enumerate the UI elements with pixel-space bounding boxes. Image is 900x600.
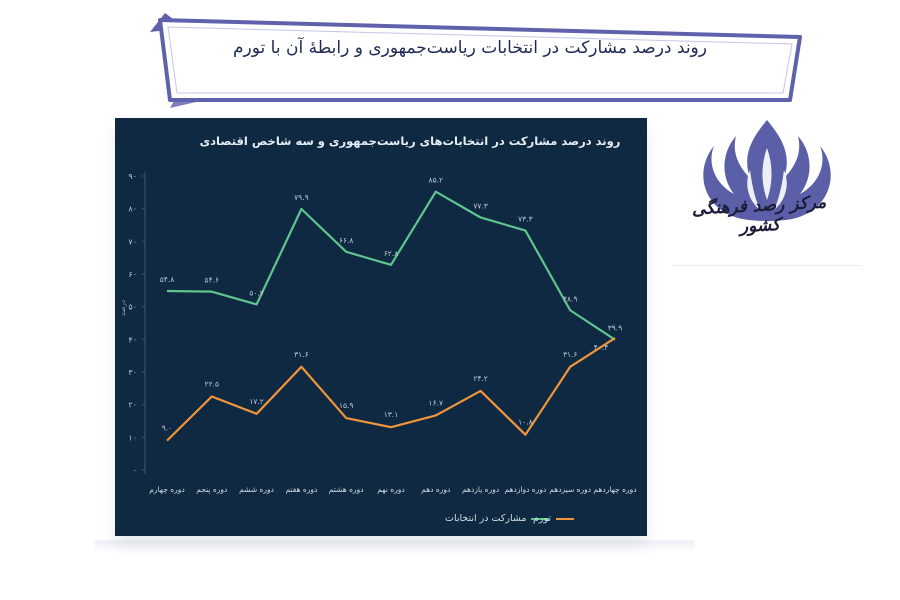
participation-data-label: ۷۳.۳: [518, 215, 532, 224]
y-tick-label: ۶۰: [128, 270, 137, 279]
legend-item-inflation: تورم: [533, 513, 575, 524]
logo-divider: [672, 265, 862, 266]
legend-swatch-participation: [531, 517, 550, 520]
participation-data-label: ۵۰.۷: [249, 288, 263, 297]
y-tick-label: ۲۰: [128, 401, 137, 410]
inflation-data-label: ۳۱.۶: [294, 350, 308, 359]
inflation-data-label: ۴۰.۴: [594, 343, 608, 352]
x-tick-label: دوره سیزدهم: [549, 485, 591, 494]
participation-data-label: ۷۷.۳: [473, 201, 487, 210]
x-tick-label: دوره دهم: [421, 485, 450, 494]
legend-label-inflation: تورم: [533, 513, 552, 524]
line-chart: ۰ ۱۰ ۲۰ ۳۰ ۴۰ ۵۰ ۶۰ ۷۰ ۸۰ ۹۰ درصد دوره چهارم دوره پن…: [119, 172, 637, 494]
y-tick-label: ۹۰: [128, 172, 137, 181]
inflation-data-label: ۲۲.۵: [205, 380, 219, 389]
y-tick-label: ۳۰: [128, 368, 137, 377]
participation-data-label: ۴۸.۹: [563, 294, 577, 303]
title-banner: [150, 13, 802, 108]
x-tick-label: دوره یازدهم: [462, 485, 499, 494]
inflation-data-label: ۹.۰: [162, 424, 172, 433]
y-tick-label: ۰: [133, 466, 137, 475]
inflation-line: [166, 337, 616, 442]
inflation-data-label: ۱۶.۷: [429, 398, 443, 407]
x-tick-label: دوره پنجم: [196, 485, 227, 494]
x-tick-label: دوره دوازدهم: [504, 485, 546, 494]
y-tick-label: ۸۰: [128, 205, 137, 214]
legend-item-participation: مشارکت در انتخابات: [445, 513, 550, 524]
x-tick-label: دوره هفتم: [285, 485, 317, 494]
participation-data-label: ۷۹.۹: [294, 193, 308, 202]
participation-data-label: ۶۶.۸: [339, 236, 353, 245]
inflation-data-label: ۱۰.۸: [518, 418, 532, 427]
chart-panel: ۰ ۱۰ ۲۰ ۳۰ ۴۰ ۵۰ ۶۰ ۷۰ ۸۰ ۹۰ درصد دوره چهارم دوره پن…: [115, 118, 647, 536]
y-tick-label: ۷۰: [128, 237, 137, 246]
x-tick-label: دوره چهاردهم: [593, 485, 636, 494]
banner-title: روند درصد مشارکت در انتخابات ریاست‌جمهور…: [233, 38, 707, 58]
y-tick-label: ۱۰: [128, 433, 137, 442]
participation-data-label: ۶۲.۸: [384, 249, 398, 258]
legend-label-participation: مشارکت در انتخابات: [445, 513, 527, 524]
legend-swatch-inflation: [556, 517, 575, 520]
y-tick-label: ۵۰: [128, 303, 137, 312]
y-tick-label: ۴۰: [128, 335, 137, 344]
logo-flame-icon: [703, 120, 831, 221]
participation-data-label: ۵۴.۶: [205, 276, 219, 285]
x-tick-label: دوره چهارم: [149, 485, 185, 494]
panel-shadow: [95, 540, 695, 552]
x-tick-label: دوره ششم: [239, 485, 274, 494]
inflation-data-label: ۱۳.۱: [384, 410, 398, 419]
inflation-data-label: ۱۷.۲: [249, 397, 263, 406]
inflation-data-label: ۲۴.۲: [473, 374, 487, 383]
inflation-data-label: ۱۵.۹: [339, 401, 353, 410]
chart-title: روند درصد مشارکت در انتخابات‌های ریاست‌ج…: [199, 134, 621, 148]
y-axis-label: درصد: [119, 300, 127, 316]
participation-line: [166, 190, 616, 341]
participation-data-label: ۵۴.۸: [160, 275, 174, 284]
x-tick-label: دوره هشتم: [329, 485, 364, 494]
x-tick-label: دوره نهم: [377, 485, 404, 494]
participation-data-label: ۳۹.۹: [608, 324, 622, 333]
inflation-data-label: ۳۱.۶: [563, 350, 577, 359]
participation-data-label: ۸۵.۲: [429, 176, 443, 185]
